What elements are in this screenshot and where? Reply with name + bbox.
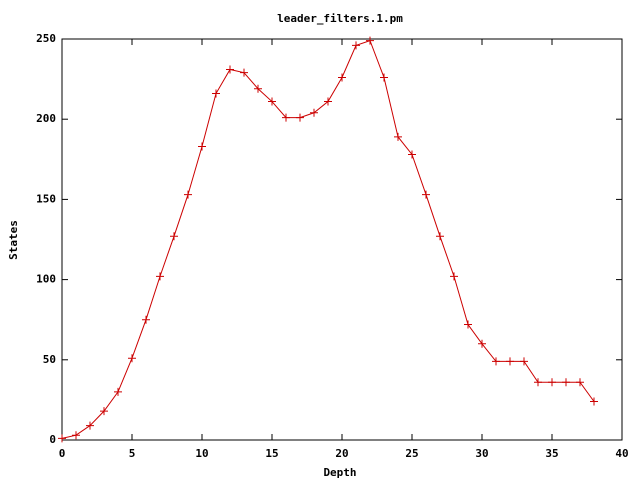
point-marker: [212, 89, 220, 98]
y-axis-label: States: [7, 220, 20, 260]
point-marker: [478, 339, 486, 348]
point-marker: [268, 97, 276, 106]
x-tick-label: 25: [405, 447, 418, 460]
x-tick-label: 30: [475, 447, 488, 460]
point-marker: [296, 113, 304, 122]
point-marker: [100, 407, 108, 416]
x-tick-label: 20: [335, 447, 348, 460]
point-marker: [338, 73, 346, 82]
point-marker: [324, 97, 332, 106]
point-marker: [492, 357, 500, 366]
x-tick-label: 0: [59, 447, 66, 460]
point-marker: [72, 431, 80, 440]
point-marker: [520, 357, 528, 366]
point-marker: [86, 421, 94, 430]
point-marker: [282, 113, 290, 122]
point-marker: [408, 150, 416, 159]
point-marker: [170, 232, 178, 241]
point-marker: [128, 354, 136, 363]
point-marker: [226, 65, 234, 74]
point-marker: [352, 41, 360, 50]
y-tick-label: 0: [49, 433, 56, 446]
x-tick-label: 40: [615, 447, 628, 460]
x-tick-label: 15: [265, 447, 278, 460]
y-tick-label: 200: [36, 112, 56, 125]
point-marker: [310, 108, 318, 117]
x-axis-label: Depth: [323, 466, 356, 479]
point-marker: [142, 315, 150, 324]
y-tick-label: 250: [36, 32, 56, 45]
point-marker: [436, 232, 444, 241]
chart-title: leader_filters.1.pm: [277, 12, 403, 25]
point-marker: [114, 387, 122, 396]
point-marker: [590, 397, 598, 406]
x-tick-label: 5: [129, 447, 136, 460]
point-marker: [576, 378, 584, 387]
x-tick-label: 35: [545, 447, 558, 460]
point-marker: [450, 272, 458, 281]
point-marker: [394, 132, 402, 141]
point-marker: [534, 378, 542, 387]
point-marker: [562, 378, 570, 387]
y-tick-label: 50: [43, 353, 56, 366]
point-marker: [380, 73, 388, 82]
point-marker: [548, 378, 556, 387]
y-tick-label: 150: [36, 192, 56, 205]
point-marker: [506, 357, 514, 366]
point-marker: [156, 272, 164, 281]
point-marker: [366, 36, 374, 45]
point-marker: [422, 190, 430, 199]
point-marker: [240, 68, 248, 77]
point-marker: [198, 142, 206, 151]
x-tick-label: 10: [195, 447, 208, 460]
point-marker: [58, 434, 66, 443]
y-tick-label: 100: [36, 273, 56, 286]
point-marker: [464, 320, 472, 329]
point-marker: [254, 84, 262, 93]
point-marker: [184, 190, 192, 199]
